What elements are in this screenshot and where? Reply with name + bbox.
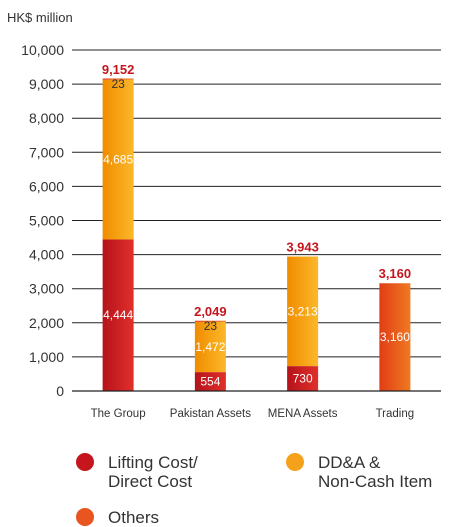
legend-swatch-others (76, 508, 94, 526)
y-tick-label: 10,000 (21, 42, 64, 58)
x-tick-label: Trading (376, 408, 415, 420)
legend-item-lifting-cost: Lifting Cost/ Direct Cost (76, 453, 198, 491)
legend-swatch-lifting-cost (76, 453, 94, 471)
legend-label-lifting-cost: Lifting Cost/ Direct Cost (108, 453, 198, 491)
bar-total-label: 2,049 (194, 304, 227, 319)
legend-label-others: Others (108, 508, 160, 527)
bar-segment-others (194, 320, 226, 322)
bar-group-trading: 3,160 3,160 (379, 266, 412, 391)
x-tick-label: The Group (91, 408, 146, 420)
y-tick-label: 8,000 (29, 110, 64, 126)
y-axis-ticks: 0 1,000 2,000 3,000 4,000 5,000 6,000 7,000 8,00… (21, 42, 64, 399)
bar-segment-others (379, 283, 411, 391)
y-tick-label: 2,000 (29, 315, 64, 331)
bar-total-label: 3,160 (379, 266, 412, 281)
legend-item-others: Others (76, 508, 159, 527)
x-axis-ticks: The Group Pakistan Assets MENA Assets Tradi… (91, 408, 415, 420)
bar-segment-lifting (102, 239, 134, 391)
x-tick-label: Pakistan Assets (170, 408, 251, 420)
bar-group-mena-assets: 730 3,213 3,943 (286, 240, 319, 391)
bar-segment-others (102, 78, 134, 80)
y-tick-label: 0 (56, 383, 64, 399)
x-tick-label: MENA Assets (268, 408, 338, 420)
bar-total-label: 3,943 (286, 240, 319, 255)
bar-segment-lifting (287, 366, 319, 391)
bar-value-label: 3,213 (288, 304, 318, 318)
bar-segment-dda (194, 321, 226, 373)
bar-value-label: 4,444 (103, 308, 133, 322)
y-tick-label: 1,000 (29, 349, 64, 365)
y-unit-label: HK$ million (7, 10, 73, 25)
y-tick-label: 5,000 (29, 213, 64, 229)
bar-value-label: 23 (111, 77, 125, 91)
bar-value-label: 730 (293, 372, 313, 386)
y-tick-label: 4,000 (29, 247, 64, 263)
bar-segment-lifting (194, 372, 226, 391)
bar-value-label: 3,160 (380, 330, 410, 344)
bar-value-label: 554 (200, 375, 220, 389)
bar-segment-dda (102, 79, 134, 240)
bar-group-the-group: 4,444 4,685 239,152 (102, 62, 135, 391)
y-tick-label: 6,000 (29, 178, 64, 194)
stacked-bar-chart: HK$ million 0 1,000 2,000 3,000 4,000 5,000 6,… (7, 10, 441, 420)
bar-total-label: 9,152 (102, 62, 135, 77)
y-tick-label: 3,000 (29, 281, 64, 297)
bar-segment-dda (287, 256, 319, 367)
bar-value-label: 23 (204, 319, 218, 333)
legend-swatch-dda (286, 453, 304, 471)
bar-value-label: 1,472 (195, 340, 225, 354)
legend-label-dda: DD&A & Non-Cash Item (318, 453, 433, 491)
bars: 4,4444,685239,1525541,472232,0497303,213… (102, 62, 411, 391)
bar-value-label: 4,685 (103, 153, 133, 167)
legend-item-dda: DD&A & Non-Cash Item (286, 453, 432, 491)
bar-group-pakistan-assets: 554 1,472 232,049 (194, 304, 227, 391)
y-tick-label: 9,000 (29, 76, 64, 92)
y-tick-label: 7,000 (29, 144, 64, 160)
